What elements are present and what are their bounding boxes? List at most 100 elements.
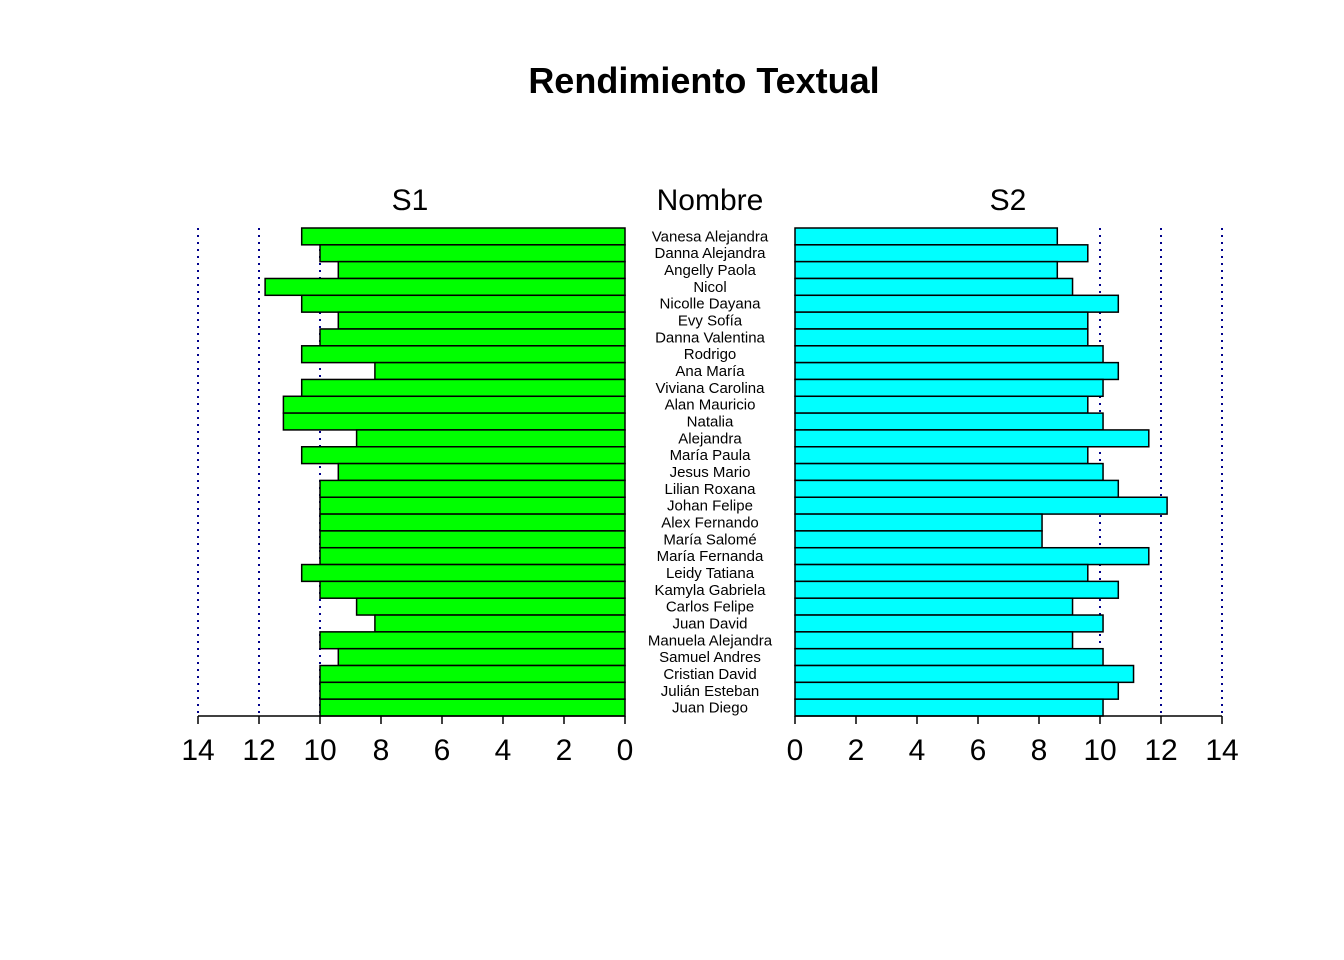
s2-bar — [794, 429, 1150, 448]
s2-bar — [794, 277, 1074, 297]
s2-bar — [794, 698, 1104, 717]
name-label: María Fernanda — [657, 548, 764, 565]
s1-tick-label: 2 — [556, 734, 573, 767]
s2-bar — [794, 479, 1120, 498]
name-label: María Salomé — [663, 531, 756, 548]
s1-bar — [355, 429, 626, 448]
s2-bars — [794, 227, 1168, 717]
name-label: Danna Valentina — [655, 329, 765, 346]
s2-bar — [794, 647, 1104, 667]
s2-bar — [794, 311, 1089, 330]
s2-bar — [794, 227, 1059, 246]
name-label: Ana María — [675, 363, 745, 380]
panel-title-s2: S2 — [990, 184, 1027, 217]
s1-bar — [374, 614, 626, 633]
s2-tick-label: 4 — [909, 734, 926, 767]
s1-bar — [319, 530, 626, 549]
name-label: Vanesa Alejandra — [652, 228, 769, 245]
s1-bar — [300, 378, 626, 398]
s2-bar — [794, 546, 1150, 566]
s2-bar — [794, 328, 1089, 347]
name-label: Alan Mauricio — [665, 397, 756, 414]
s2-tick-label: 10 — [1083, 734, 1116, 767]
s1-bar — [300, 345, 626, 364]
s2-tick-label: 14 — [1205, 734, 1238, 767]
name-label: Jesus Mario — [670, 464, 751, 481]
s2-tick-label: 8 — [1031, 734, 1048, 767]
s2-bar — [794, 664, 1135, 684]
name-label: Nicolle Dayana — [660, 296, 762, 313]
s2-tick-label: 6 — [970, 734, 987, 767]
s2-tick-label: 12 — [1144, 734, 1177, 767]
s2-bar — [794, 412, 1104, 431]
s2-bar — [794, 580, 1120, 599]
s1-bar — [319, 496, 626, 515]
s2-bar — [794, 530, 1043, 549]
s1-bar — [337, 260, 626, 280]
s2-bar — [794, 446, 1089, 465]
name-label: Juan David — [672, 615, 747, 632]
name-label: Juan Diego — [672, 700, 748, 717]
name-label: Nicol — [693, 279, 726, 296]
s1-tick-label: 10 — [303, 734, 336, 767]
s2-bar — [794, 260, 1059, 280]
name-label: Evy Sofía — [678, 313, 743, 330]
s1-tick-label: 12 — [242, 734, 275, 767]
s1-bar — [300, 294, 626, 313]
s2-bar — [794, 244, 1089, 263]
name-label: Lilian Roxana — [665, 481, 757, 498]
name-label: Alejandra — [678, 430, 742, 447]
s2-x-axis: 0 2 4 6 8 10 12 14 — [787, 715, 1239, 767]
s1-bars — [264, 227, 626, 717]
s1-bar — [300, 446, 626, 465]
s1-bar — [337, 311, 626, 330]
name-label: Samuel Andres — [659, 649, 761, 666]
s1-bar — [319, 513, 626, 532]
s1-bar — [337, 462, 626, 482]
name-label: Viviana Carolina — [656, 380, 766, 397]
s2-tick-label: 0 — [787, 734, 804, 767]
name-label: Johan Felipe — [667, 498, 753, 515]
s2-bar — [794, 614, 1104, 633]
name-label: Julián Esteban — [661, 683, 759, 700]
name-label: Angelly Paola — [664, 262, 756, 279]
name-label: Natalia — [687, 414, 734, 431]
name-label: María Paula — [670, 447, 752, 464]
name-label: Leidy Tatiana — [666, 565, 755, 582]
s2-bar — [794, 496, 1168, 515]
s2-bar — [794, 681, 1120, 700]
s1-tick-label: 14 — [181, 734, 214, 767]
s1-bar — [319, 664, 626, 684]
s1-bar — [319, 681, 626, 700]
s2-bar — [794, 345, 1104, 364]
s1-bar — [319, 328, 626, 347]
s1-x-axis: 0 2 4 6 8 10 12 14 — [181, 715, 634, 767]
s2-bar — [794, 563, 1089, 583]
chart-title: Rendimiento Textual — [528, 60, 879, 101]
s1-bar — [264, 277, 626, 297]
s2-bar — [794, 462, 1104, 482]
name-label: Cristian David — [663, 666, 756, 683]
s1-bar — [319, 546, 626, 566]
s1-bar — [319, 580, 626, 599]
name-label: Rodrigo — [684, 346, 737, 363]
name-label: Alex Fernando — [661, 514, 759, 531]
s1-tick-label: 0 — [617, 734, 634, 767]
s1-bar — [282, 395, 626, 414]
name-label: Danna Alejandra — [655, 245, 767, 262]
name-label: Kamyla Gabriela — [655, 582, 767, 599]
s2-bar — [794, 395, 1089, 414]
name-label: Manuela Alejandra — [648, 632, 773, 649]
s2-bar — [794, 378, 1104, 398]
panel-title-s1: S1 — [392, 184, 429, 217]
s1-bar — [319, 479, 626, 498]
s2-tick-label: 2 — [848, 734, 865, 767]
s1-bar — [374, 361, 626, 381]
right-gridlines — [1099, 228, 1223, 716]
s2-bar — [794, 631, 1074, 650]
s1-bar — [282, 412, 626, 431]
s2-bar — [794, 597, 1074, 616]
s1-bar — [355, 597, 626, 616]
